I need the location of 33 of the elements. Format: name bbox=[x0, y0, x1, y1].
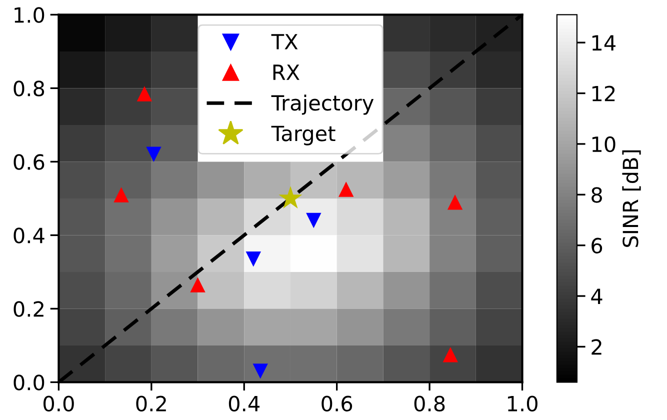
y-tick-label: 0.8 bbox=[14, 80, 44, 96]
point bbox=[442, 347, 458, 362]
color-bar-label: 14 bbox=[592, 35, 616, 50]
point bbox=[114, 187, 129, 202]
y-tick-label: 1.0 bbox=[14, 7, 44, 23]
point bbox=[146, 146, 162, 162]
point bbox=[338, 182, 354, 197]
color-bar-label: 12 bbox=[592, 86, 615, 102]
y-tick-label: 0.4 bbox=[14, 228, 44, 244]
x-tick-label: 0.4 bbox=[228, 396, 260, 412]
y-tick-label: 0.2 bbox=[14, 301, 44, 317]
point bbox=[136, 86, 152, 102]
color-bar-title: SINR [dB] bbox=[622, 150, 641, 247]
x-tick-label: 0.2 bbox=[136, 396, 166, 412]
color-bar-label: 2 bbox=[592, 339, 602, 355]
color-bar-label: 10 bbox=[592, 136, 616, 152]
x-tick-label: 0.0 bbox=[44, 396, 74, 412]
point bbox=[447, 194, 463, 210]
point bbox=[246, 251, 261, 267]
x-tick-label: 0.8 bbox=[414, 396, 445, 412]
y-tick-label: 0.0 bbox=[14, 374, 44, 390]
color-bar-label: 4 bbox=[591, 288, 602, 304]
point bbox=[190, 277, 206, 292]
legend-label: Target bbox=[271, 126, 336, 146]
color-bar-label: 6 bbox=[592, 238, 602, 254]
legend-label: TX bbox=[271, 34, 298, 50]
x-tick-label: 1.0 bbox=[508, 396, 538, 412]
legend-label: RX bbox=[273, 64, 300, 80]
legend-label: Trajectory bbox=[271, 94, 374, 115]
x-tick-label: 0.6 bbox=[322, 396, 352, 412]
color-bar-label: 8 bbox=[592, 187, 602, 203]
point bbox=[278, 186, 302, 208]
y-tick-label: 0.6 bbox=[14, 154, 44, 170]
